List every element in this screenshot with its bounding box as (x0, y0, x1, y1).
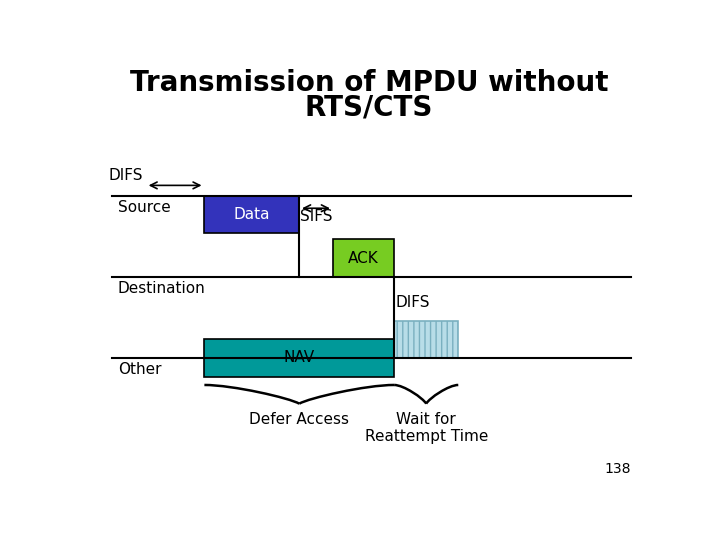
Text: DIFS: DIFS (109, 168, 143, 183)
Text: 138: 138 (605, 462, 631, 476)
Bar (204, 196, 300, 233)
Text: Other: Other (118, 362, 161, 377)
Bar (394, 321, 459, 358)
Text: Transmission of MPDU without: Transmission of MPDU without (130, 69, 608, 97)
Bar (333, 239, 394, 277)
Text: SIFS: SIFS (300, 209, 333, 224)
Bar (204, 339, 394, 377)
Text: Destination: Destination (118, 281, 206, 296)
Text: ACK: ACK (348, 251, 379, 266)
Text: DIFS: DIFS (395, 295, 430, 310)
Text: Source: Source (118, 200, 171, 215)
Text: Defer Access: Defer Access (249, 412, 349, 427)
Text: NAV: NAV (284, 350, 315, 366)
Text: RTS/CTS: RTS/CTS (305, 94, 433, 122)
Text: Data: Data (233, 207, 270, 222)
Text: Wait for
Reattempt Time: Wait for Reattempt Time (364, 412, 488, 444)
